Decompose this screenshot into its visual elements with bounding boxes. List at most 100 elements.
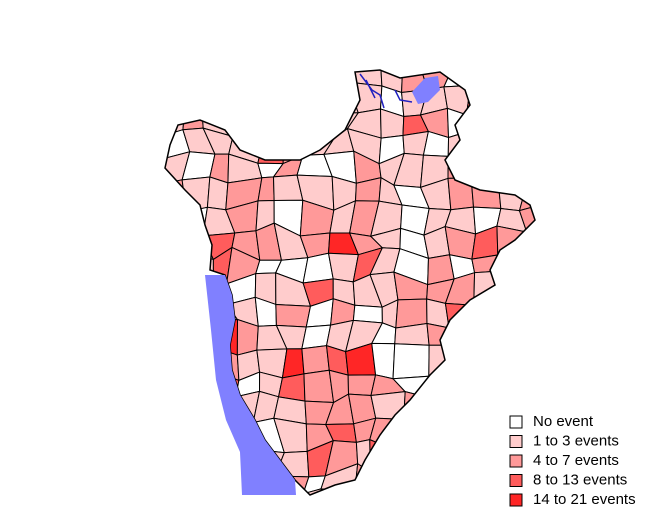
commune [181,176,211,213]
commune [518,175,535,212]
legend: No event 1 to 3 events 4 to 7 events 8 to 1… [509,413,636,508]
commune [467,446,501,476]
commune [443,344,480,370]
commune [465,366,498,396]
commune [492,70,519,85]
commune [443,366,480,401]
commune [200,493,239,495]
commune [165,301,187,327]
commune [428,344,450,378]
commune [346,81,383,114]
commune [417,441,448,466]
commune [401,489,427,495]
commune [466,130,500,155]
commune [494,254,520,276]
commune [470,177,502,210]
commune [369,417,405,453]
commune [374,489,408,495]
commune [181,298,213,323]
commune [513,83,535,114]
commune [258,70,287,90]
commune [284,70,302,90]
commune [517,231,535,257]
commune [442,464,477,491]
commune [186,441,214,477]
commune [165,443,191,468]
commune [275,303,312,328]
commune [352,304,383,324]
commune [427,396,454,428]
commune [397,441,421,464]
commune [298,70,327,92]
commune [177,70,213,92]
commune [512,304,535,333]
legend-label: 14 to 21 events [533,491,636,508]
commune [473,303,504,328]
commune [224,84,260,118]
commune [202,468,239,495]
commune [165,397,187,426]
commune [395,298,428,329]
commune [443,70,472,88]
commune [165,81,186,111]
commune [478,346,500,377]
commune [397,418,429,453]
commune [183,417,214,446]
commune [165,321,191,354]
commune [513,248,535,286]
legend-label: 8 to 13 events [533,471,627,488]
legend-swatch [509,435,523,448]
commune [416,423,454,445]
commune [465,70,498,87]
commune [229,492,259,495]
commune [498,150,527,190]
commune [227,106,264,142]
commune [424,486,449,495]
commune [513,70,535,87]
commune [354,462,377,495]
commune [512,274,535,308]
commune [419,462,448,495]
commune [473,270,502,306]
commune [201,70,235,93]
commune [403,462,426,495]
commune [497,134,521,161]
commune [303,369,335,404]
commune [476,322,504,357]
commune [354,492,380,495]
northern-lake [412,76,440,104]
commune [185,321,203,351]
commune [165,490,186,495]
commune [496,345,524,377]
commune [518,126,535,161]
commune [165,201,187,234]
commune [465,109,500,138]
legend-swatch [509,415,523,429]
commune [283,102,312,137]
legend-swatch [509,493,523,507]
commune [302,252,334,284]
commune [497,109,521,138]
commune [371,342,396,380]
commune [445,423,478,448]
commune [181,491,204,495]
commune [518,111,535,136]
commune [320,488,357,495]
commune [184,465,207,495]
commune [448,326,480,348]
commune [182,108,204,131]
commune [465,78,500,116]
commune [325,81,359,114]
commune [403,390,429,428]
legend-swatch [509,454,523,468]
lake-tanganyika [205,275,296,495]
commune [474,420,496,448]
legend-label: No event [533,413,594,430]
commune [516,345,535,374]
commune [516,368,535,406]
commune [500,303,516,324]
commune [442,487,477,495]
commune [492,78,520,113]
commune [165,374,190,405]
